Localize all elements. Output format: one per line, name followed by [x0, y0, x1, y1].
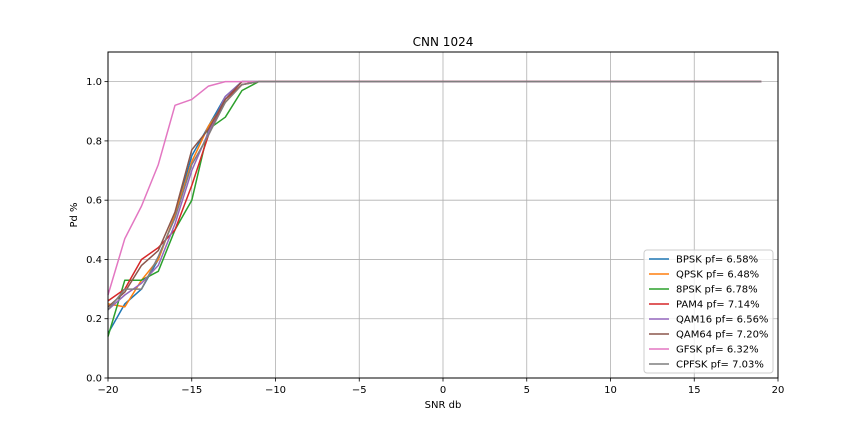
x-axis-label: SNR db	[425, 400, 462, 411]
x-tick-label: −20	[97, 385, 118, 396]
legend-label-qpsk: QPSK pf= 6.48%	[676, 270, 759, 281]
y-tick-label: 0.2	[86, 314, 102, 325]
chart-title: CNN 1024	[413, 35, 474, 49]
legend-label-gfsk: GFSK pf= 6.32%	[676, 345, 759, 356]
series-line-cpfsk	[107, 80, 762, 311]
x-tick-label: 0	[440, 385, 446, 396]
legend-label-8psk: 8PSK pf= 6.78%	[676, 285, 758, 296]
x-tick-label: −5	[352, 385, 367, 396]
legend-label-qam16: QAM16 pf= 6.56%	[676, 315, 768, 326]
x-tick-label: 15	[688, 385, 701, 396]
y-axis-label: Pd %	[69, 202, 80, 227]
legend-label-cpfsk: CPFSK pf= 7.03%	[676, 360, 764, 371]
x-tick-label: 20	[772, 385, 785, 396]
y-tick-label: 0.0	[86, 374, 102, 385]
x-tick-label: 10	[604, 385, 617, 396]
series-lines	[107, 80, 762, 337]
y-tick-label: 0.8	[86, 136, 102, 147]
legend-label-pam4: PAM4 pf= 7.14%	[676, 300, 760, 311]
y-tick-label: 0.6	[86, 196, 102, 207]
legend-label-bpsk: BPSK pf= 6.58%	[676, 255, 758, 266]
legend-label-qam64: QAM64 pf= 7.20%	[676, 330, 768, 341]
axis-ticks: −20 −15 −10 −5 0 5 10 15 20 0.0 0.2 0.4 0.6 0.8 1.0	[86, 77, 784, 396]
x-tick-label: −15	[181, 385, 202, 396]
y-tick-label: 0.4	[86, 255, 102, 266]
y-tick-label: 1.0	[86, 77, 102, 88]
legend-box	[643, 249, 774, 374]
x-tick-label: 5	[524, 385, 530, 396]
x-tick-label: −10	[265, 385, 286, 396]
legend: BPSK pf= 6.58% QPSK pf= 6.48% 8PSK pf= 6.7…	[643, 249, 774, 374]
